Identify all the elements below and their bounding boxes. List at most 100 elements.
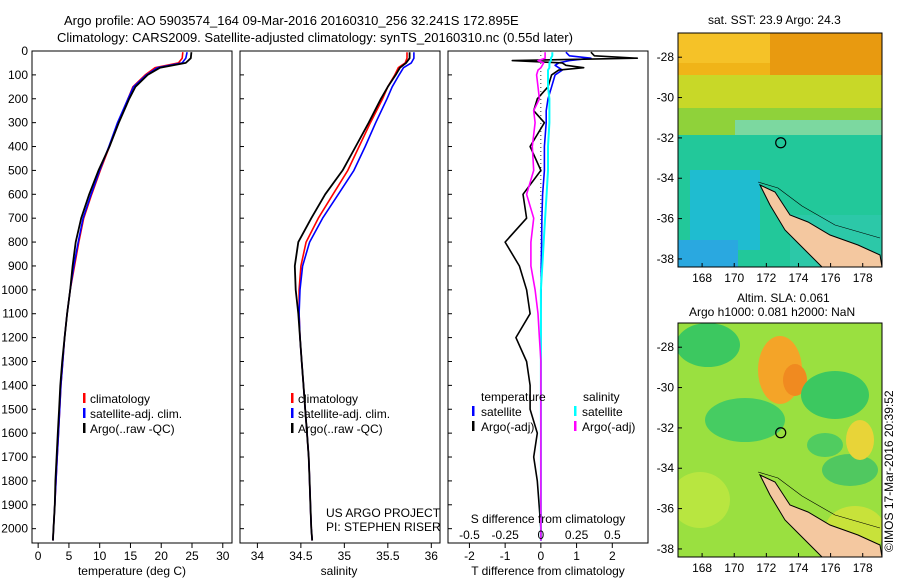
- sstTicks-lat-label-1: -30: [657, 91, 675, 105]
- x-tick-label-1-1: 34.5: [289, 549, 313, 563]
- salinity-profiles: [293, 52, 415, 541]
- land-north-island-sla: [758, 473, 882, 557]
- x-tick-label-0-1: 5: [66, 549, 73, 563]
- slaTicks-lon-label-4: 176: [821, 561, 841, 575]
- slaTicks-lat-label-4: -36: [657, 502, 675, 516]
- depth-tick-label-18: 1800: [1, 474, 28, 488]
- diff-x-tick-label-4: 2: [609, 549, 616, 563]
- depth-tick-label-0: 0: [21, 44, 28, 58]
- sst-map: [678, 33, 882, 267]
- legend-label-0-1: satellite-adj. clim.: [90, 407, 182, 421]
- difference-legend: temperature salinity satellite Argo(-adj…: [472, 390, 635, 434]
- legend-swatch-1-0: [291, 393, 294, 403]
- figure-title-line1: Argo profile: AO 5903574_164 09-Mar-2016…: [64, 13, 519, 28]
- depth-tick-label-6: 600: [8, 187, 28, 201]
- slaTicks-lat-label-0: -28: [657, 340, 675, 354]
- project-credit: US ARGO PROJECT: [326, 506, 441, 520]
- salinity-axis-label: salinity: [321, 564, 358, 578]
- diff-s-tick-label-3: 0.25: [565, 528, 589, 542]
- legend-t-argo-swatch: [472, 421, 475, 431]
- s-difference-axis-label: S difference from climatology: [471, 512, 626, 526]
- depth-tick-label-5: 500: [8, 163, 28, 177]
- legend-swatch-0-2: [83, 423, 86, 433]
- legend-s-argo-label: Argo(-adj): [582, 420, 635, 434]
- sst-map-frame: [677, 32, 883, 268]
- slaTicks-lat-label-5: -38: [657, 542, 675, 556]
- sstTicks-lon-label-2: 172: [756, 271, 776, 285]
- sla-map-title-line2: Argo h1000: 0.081 h2000: NaN: [689, 305, 855, 319]
- sstTicks-lat-label-3: -34: [657, 171, 675, 185]
- depth-tick-label-4: 400: [8, 140, 28, 154]
- temperature-axis-label: temperature (deg C): [78, 564, 186, 578]
- sst-argo-position-marker: [775, 137, 787, 149]
- sla-map-frame: [677, 322, 883, 558]
- legend-temperature-title: temperature: [481, 390, 546, 404]
- land-north-island: [758, 183, 882, 267]
- diff-x-tick-label-1: -1: [500, 549, 511, 563]
- depth-tick-label-13: 1300: [1, 354, 28, 368]
- depth-tick-label-1: 100: [8, 68, 28, 82]
- depth-tick-label-11: 1100: [2, 307, 28, 321]
- x-tick-label-1-4: 36: [425, 549, 439, 563]
- slaTicks-lat-label-1: -30: [657, 381, 675, 395]
- diff-s-tick-label-2: 0: [538, 528, 545, 542]
- depth-tick-label-17: 1700: [1, 450, 28, 464]
- x-tick-label-0-5: 25: [185, 549, 199, 563]
- legend-swatch-0-0: [83, 393, 86, 403]
- x-tick-label-0-2: 10: [93, 549, 107, 563]
- diff-s-tick-label-4: 0.5: [604, 528, 621, 542]
- depth-tick-label-7: 700: [8, 211, 28, 225]
- depth-tick-label-20: 2000: [1, 522, 28, 536]
- legend-salinity-title: salinity: [583, 390, 620, 404]
- depth-axis: 0 100 200 300 400 500 600 700 800 900 1000 1100 1200…: [1, 44, 452, 536]
- sla-map: [678, 323, 882, 557]
- sla-map-title-line1: Altim. SLA: 0.061: [737, 291, 830, 305]
- depth-tick-label-19: 1900: [1, 498, 28, 512]
- sstTicks-lon-label-5: 178: [853, 271, 873, 285]
- legend-swatch-1-1: [291, 408, 294, 418]
- x-tick-label-0-3: 15: [124, 549, 138, 563]
- depth-tick-label-2: 200: [8, 92, 28, 106]
- sstTicks-lat-label-5: -38: [657, 252, 675, 266]
- x-tick-label-1-0: 34: [251, 549, 265, 563]
- legend-t-satellite-label: satellite: [481, 405, 522, 419]
- depth-tick-label-9: 900: [8, 259, 28, 273]
- slaTicks-lat-label-2: -32: [657, 421, 675, 435]
- sst-map-axes: -28 -30 -32 -34 -36 -38 168 170 172 174 176 178: [657, 50, 873, 285]
- difference-x-axis: -2 -0.5 -1 -0.25 0 0 1 0.25 2 0.5: [459, 528, 621, 563]
- series-line-1-2: [293, 52, 411, 541]
- slaTicks-lon-label-3: 174: [788, 561, 808, 575]
- diff-x-tick-label-0: -2: [464, 549, 475, 563]
- legend-swatch-0-1: [83, 408, 86, 418]
- x-tick-label-0-0: 0: [35, 549, 42, 563]
- sstTicks-lon-label-1: 170: [724, 271, 744, 285]
- diff-s-tick-label-1: -0.25: [491, 528, 519, 542]
- sstTicks-lat-label-4: -36: [657, 212, 675, 226]
- legend-label-1-2: Argo(..raw -QC): [298, 422, 383, 436]
- x-tick-label-1-2: 35: [338, 549, 352, 563]
- diff-s-tick-label-0: -0.5: [459, 528, 480, 542]
- slaTicks-lat-label-3: -34: [657, 461, 675, 475]
- legend-label-0-0: climatology: [90, 392, 150, 406]
- temperature-x-axis: 0 5 10 15 20 25 30: [35, 543, 230, 563]
- depth-tick-label-8: 800: [8, 235, 28, 249]
- series-line-0-2: [52, 52, 193, 541]
- legend-label-1-1: satellite-adj. clim.: [298, 407, 390, 421]
- temperature-panel-frame: [31, 50, 233, 544]
- figure-title-line2: Climatology: CARS2009. Satellite-adjuste…: [57, 30, 573, 45]
- difference-panel-frame: [447, 50, 649, 544]
- legend-t-satellite-swatch: [472, 406, 475, 416]
- series-line-1-1: [298, 52, 415, 541]
- t-difference-axis-label: T difference from climatology: [471, 564, 625, 578]
- slaTicks-lon-label-5: 178: [853, 561, 873, 575]
- sstTicks-lat-label-0: -28: [657, 50, 675, 64]
- depth-tick-label-16: 1600: [1, 426, 28, 440]
- legend-s-satellite-swatch: [574, 406, 577, 416]
- x-tick-label-1-3: 35.5: [376, 549, 400, 563]
- sstTicks-lon-label-3: 174: [788, 271, 808, 285]
- sstTicks-lon-label-0: 168: [692, 271, 712, 285]
- temperature-profiles: [52, 52, 193, 541]
